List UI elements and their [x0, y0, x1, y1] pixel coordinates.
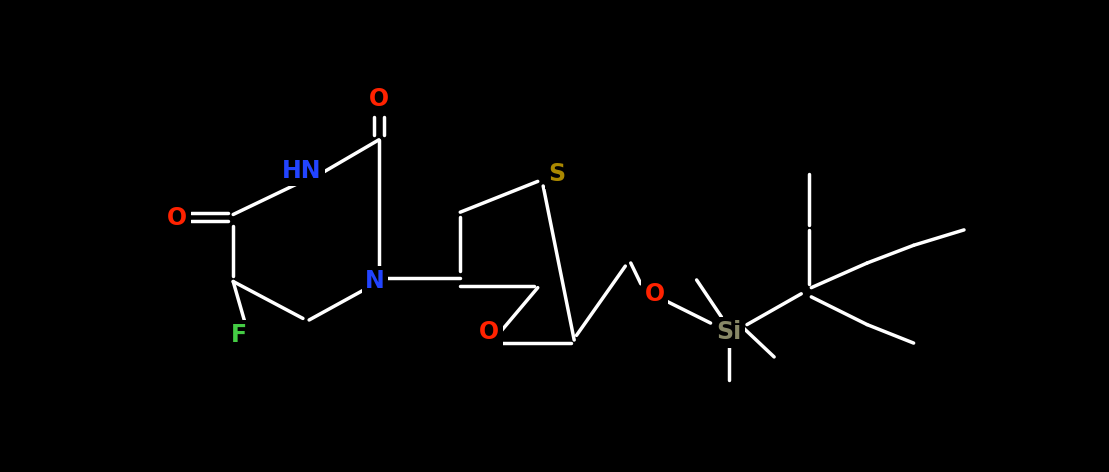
Text: O: O [644, 282, 664, 306]
Text: Si: Si [716, 320, 742, 344]
Text: S: S [549, 162, 566, 185]
Text: O: O [369, 87, 389, 111]
Text: F: F [232, 323, 247, 347]
Text: N: N [365, 270, 385, 294]
Text: O: O [167, 206, 187, 230]
Text: HN: HN [282, 159, 322, 183]
Text: O: O [479, 320, 499, 344]
